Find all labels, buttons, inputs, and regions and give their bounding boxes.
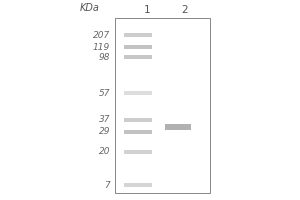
Text: 20: 20 <box>98 148 110 156</box>
Bar <box>165 124 191 130</box>
Bar <box>124 91 152 95</box>
Text: 1: 1 <box>144 5 150 15</box>
Text: 119: 119 <box>93 43 110 51</box>
Bar <box>124 45 152 49</box>
Text: 29: 29 <box>98 128 110 136</box>
Bar <box>124 150 152 154</box>
Bar <box>124 33 152 37</box>
Bar <box>115 18 210 193</box>
Text: 207: 207 <box>93 30 110 40</box>
Text: 98: 98 <box>98 52 110 62</box>
Bar <box>124 118 152 122</box>
Text: 2: 2 <box>182 5 188 15</box>
Bar <box>124 130 152 134</box>
Text: 7: 7 <box>104 180 110 190</box>
Bar <box>124 55 152 59</box>
Text: 37: 37 <box>98 116 110 124</box>
Text: KDa: KDa <box>80 3 100 13</box>
Bar <box>124 183 152 187</box>
Text: 57: 57 <box>98 88 110 98</box>
